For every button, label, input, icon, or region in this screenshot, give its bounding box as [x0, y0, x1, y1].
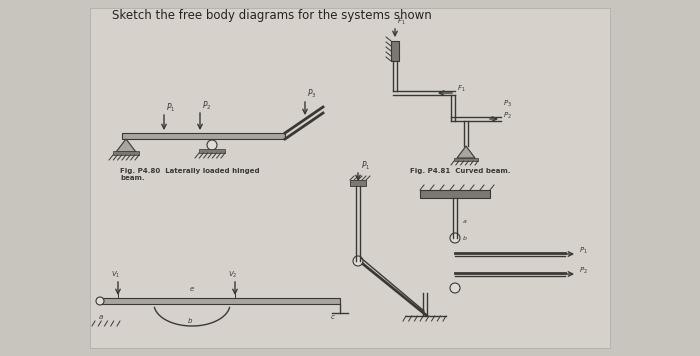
Text: $P_2$: $P_2$: [202, 99, 211, 111]
Circle shape: [96, 297, 104, 305]
Text: $a$: $a$: [98, 313, 104, 321]
Bar: [420, 190, 490, 198]
Text: $P_3$: $P_3$: [307, 88, 316, 100]
Text: $b$: $b$: [187, 316, 193, 325]
Text: $P_2$: $P_2$: [579, 266, 588, 276]
Text: $P_1$: $P_1$: [579, 246, 588, 256]
Bar: [100, 298, 340, 304]
Bar: [122, 133, 285, 139]
Text: $P_2$: $P_2$: [503, 111, 512, 121]
Text: $V_1$: $V_1$: [111, 270, 120, 280]
Text: $F_1$: $F_1$: [457, 84, 466, 94]
Text: $P_1$: $P_1$: [361, 159, 370, 172]
Text: $b$: $b$: [462, 234, 468, 242]
Text: $a$: $a$: [462, 218, 468, 225]
Text: $P_3$: $P_3$: [503, 99, 512, 109]
Circle shape: [450, 283, 460, 293]
Circle shape: [353, 256, 363, 266]
Bar: [350, 180, 366, 186]
Polygon shape: [457, 146, 475, 158]
Text: $F_1$: $F_1$: [397, 17, 406, 27]
Bar: [90, 8, 610, 348]
Polygon shape: [116, 139, 136, 152]
Bar: [199, 149, 225, 153]
Bar: [391, 41, 399, 61]
Text: $V_2$: $V_2$: [228, 270, 237, 280]
Circle shape: [207, 140, 217, 150]
Text: $c$: $c$: [330, 313, 336, 321]
Circle shape: [450, 233, 460, 243]
Text: $P_1$: $P_1$: [166, 101, 176, 114]
Text: Fig. P4.81  Curved beam.: Fig. P4.81 Curved beam.: [410, 168, 510, 174]
Bar: [113, 151, 139, 155]
Bar: [454, 158, 478, 161]
Text: Fig. P4.80  Laterally loaded hinged
beam.: Fig. P4.80 Laterally loaded hinged beam.: [120, 168, 260, 181]
Text: Sketch the free body diagrams for the systems shown: Sketch the free body diagrams for the sy…: [112, 9, 432, 22]
Text: $e$: $e$: [189, 285, 195, 293]
